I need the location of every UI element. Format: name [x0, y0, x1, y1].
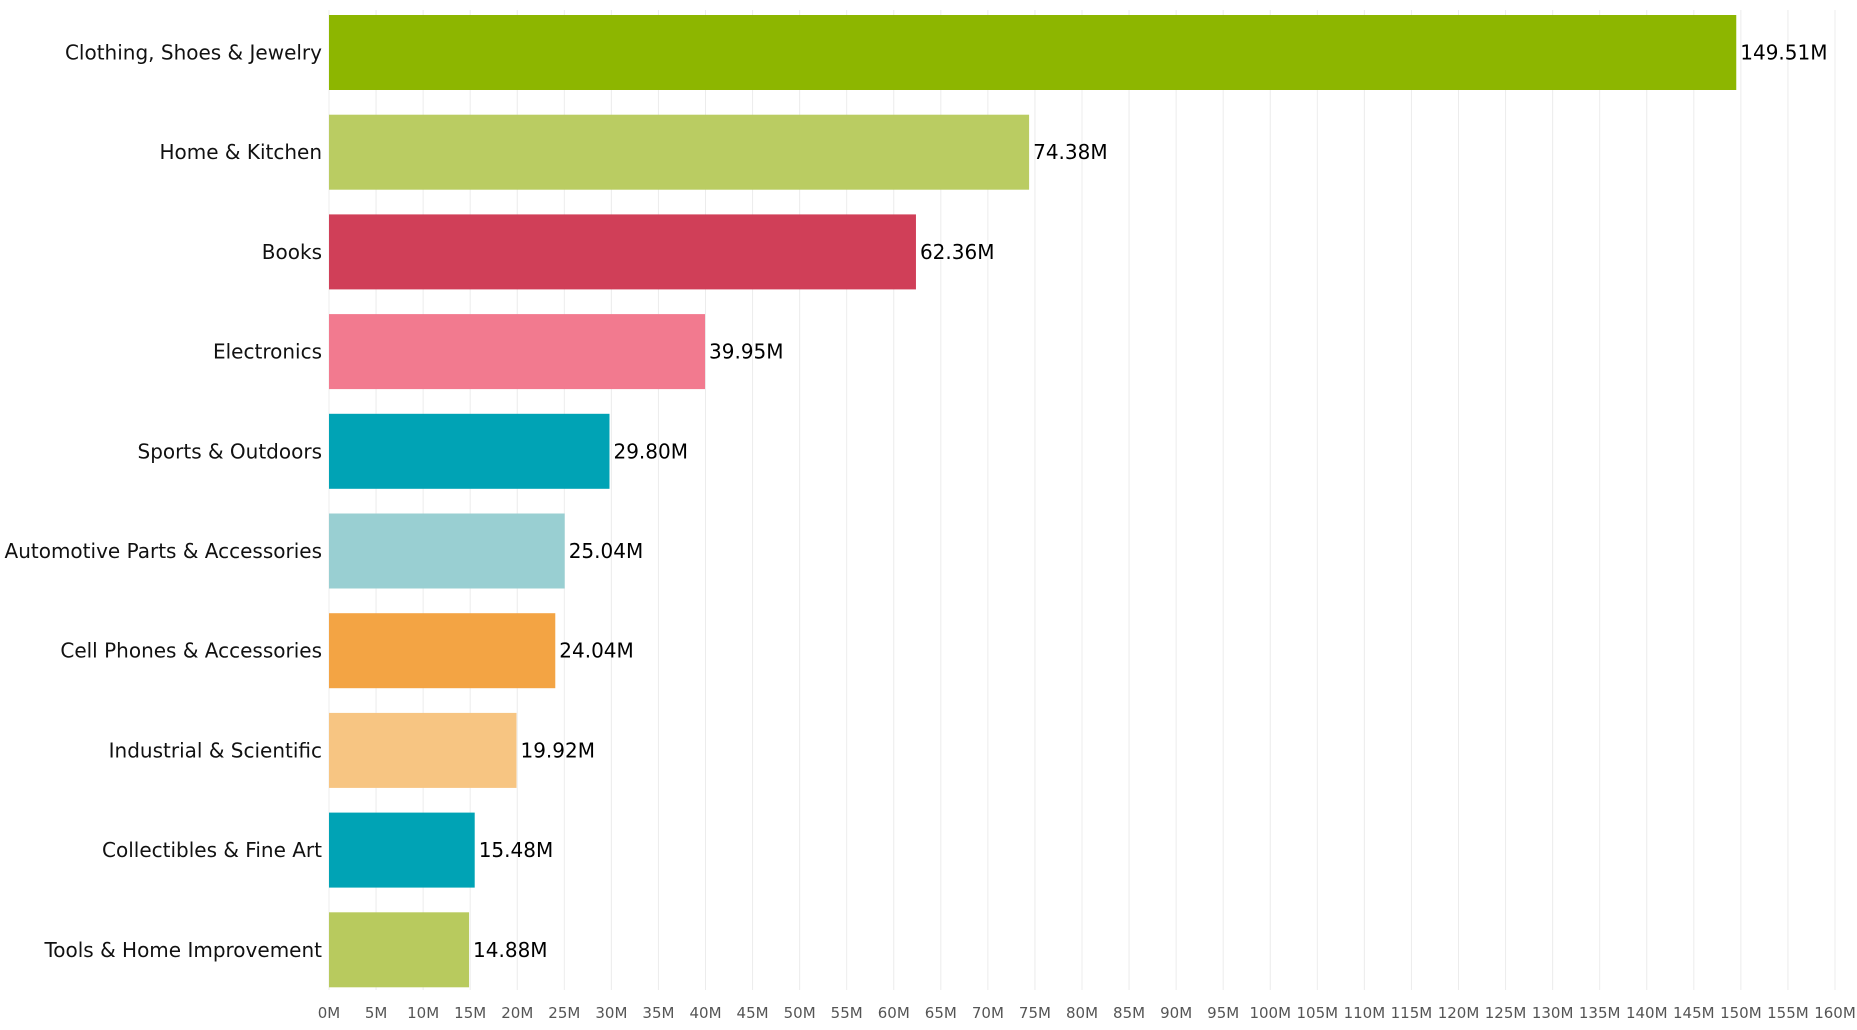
x-tick-label: 155M [1767, 1004, 1809, 1022]
bar [329, 613, 556, 689]
x-tick-label: 140M [1626, 1004, 1668, 1022]
x-tick-label: 135M [1579, 1004, 1621, 1022]
data-label: 25.04M [569, 539, 644, 563]
x-tick-label: 65M [925, 1004, 957, 1022]
data-label: 15.48M [479, 838, 554, 862]
bar [329, 812, 475, 888]
x-tick-label: 50M [784, 1004, 816, 1022]
category-label: Clothing, Shoes & Jewelry [65, 41, 322, 65]
bar [329, 114, 1030, 190]
bar [329, 912, 470, 988]
category-label: Cell Phones & Accessories [60, 639, 322, 663]
x-tick-label: 25M [548, 1004, 580, 1022]
value-labels: 149.51M 74.38M 62.36M 39.95M 29.80M 25.04M 24.… [473, 41, 1827, 962]
category-label: Electronics [213, 340, 322, 364]
category-label: Tools & Home Improvement [43, 938, 322, 962]
data-label: 14.88M [473, 938, 548, 962]
x-tick-label: 45M [737, 1004, 769, 1022]
x-tick-label: 5M [365, 1004, 388, 1022]
data-label: 29.80M [613, 439, 688, 463]
x-tick-label: 80M [1066, 1004, 1098, 1022]
x-tick-label: 40M [689, 1004, 721, 1022]
x-tick-label: 105M [1297, 1004, 1339, 1022]
x-tick-label: 120M [1438, 1004, 1480, 1022]
category-labels: Clothing, Shoes & Jewelry Home & Kitchen B… [5, 41, 323, 962]
bar [329, 513, 565, 589]
x-tick-label: 10M [407, 1004, 439, 1022]
x-tick-label: 30M [595, 1004, 627, 1022]
data-label: 39.95M [709, 340, 784, 364]
bar [329, 413, 610, 489]
x-tick-label: 100M [1249, 1004, 1291, 1022]
x-tick-label: 115M [1391, 1004, 1433, 1022]
category-label: Home & Kitchen [159, 140, 322, 164]
category-label: Sports & Outdoors [138, 439, 323, 463]
x-tick-label: 130M [1532, 1004, 1574, 1022]
bars [329, 15, 1737, 988]
data-label: 19.92M [520, 738, 595, 762]
x-tick-label: 55M [831, 1004, 863, 1022]
data-label: 149.51M [1740, 41, 1827, 65]
x-tick-label: 110M [1344, 1004, 1386, 1022]
x-tick-label: 60M [878, 1004, 910, 1022]
x-tick-label: 85M [1113, 1004, 1145, 1022]
category-label: Automotive Parts & Accessories [5, 539, 322, 563]
bar [329, 712, 517, 788]
x-tick-label: 0M [318, 1004, 341, 1022]
x-tick-label: 150M [1720, 1004, 1762, 1022]
x-tick-label: 70M [972, 1004, 1004, 1022]
x-tick-label: 125M [1485, 1004, 1527, 1022]
x-tick-label: 20M [501, 1004, 533, 1022]
category-label: Industrial & Scientific [109, 738, 322, 762]
x-tick-label: 75M [1019, 1004, 1051, 1022]
x-tick-label: 160M [1814, 1004, 1856, 1022]
x-tick-label: 145M [1673, 1004, 1715, 1022]
x-tick-label: 35M [642, 1004, 674, 1022]
bar [329, 214, 916, 290]
category-label: Books [262, 240, 322, 264]
bar [329, 15, 1737, 90]
category-label: Collectibles & Fine Art [102, 838, 322, 862]
x-tick-label: 90M [1160, 1004, 1192, 1022]
x-tick-label: 95M [1207, 1004, 1239, 1022]
data-label: 62.36M [920, 240, 995, 264]
data-label: 74.38M [1033, 140, 1108, 164]
data-label: 24.04M [559, 639, 634, 663]
x-tick-label: 15M [454, 1004, 486, 1022]
x-axis-ticks: 0M 5M 10M 15M 20M 25M 30M 35M 40M 45M 50M 55M 60M 65M… [318, 1004, 1856, 1022]
bar [329, 314, 706, 390]
